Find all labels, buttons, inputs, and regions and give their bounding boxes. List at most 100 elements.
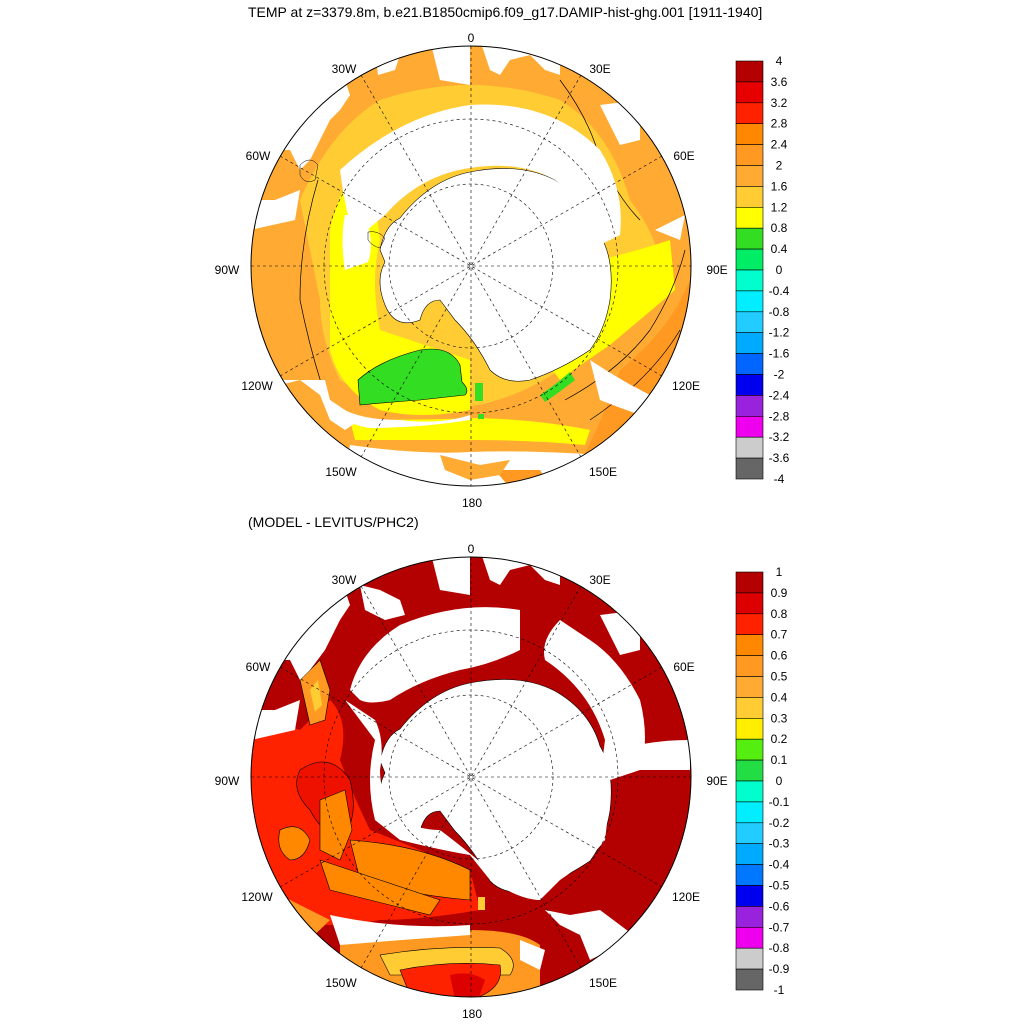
lon-label: 150E	[589, 465, 617, 479]
lon-label: 120E	[672, 890, 700, 904]
lon-label: 60E	[673, 149, 694, 163]
colorbar-label: 0.1	[771, 753, 788, 767]
colorbar-swatch	[735, 843, 764, 865]
colorbar-label: -1.2	[769, 326, 790, 340]
colorbar-label: 2.8	[771, 117, 788, 131]
colorbar-swatch	[735, 374, 764, 396]
lon-label: 120W	[241, 379, 273, 393]
colorbar-swatch	[735, 81, 764, 104]
colorbar-swatch	[735, 634, 764, 656]
colorbar-swatch	[735, 395, 764, 417]
colorbar-swatch	[735, 759, 764, 782]
colorbar-swatch	[735, 227, 764, 250]
colorbar-label: 0.9	[771, 586, 788, 600]
colorbar-swatch	[735, 801, 764, 824]
lon-label: 60W	[246, 660, 271, 674]
lon-label: 150W	[325, 465, 357, 479]
lon-label: 30W	[332, 573, 357, 587]
colorbar-label: -0.4	[769, 858, 790, 872]
colorbar-label: -0.6	[769, 899, 790, 913]
longitude-labels: 0 30E 60E 90E 120E 150E 180 150W 120W 90…	[215, 31, 728, 510]
colorbar-label: -0.8	[769, 305, 790, 319]
map-boundary	[250, 556, 692, 998]
colorbar-label: -1	[774, 983, 785, 997]
colorbar-label: 3.6	[771, 75, 788, 89]
colorbar-label: -3.6	[769, 451, 790, 465]
colorbar-label: 0	[776, 263, 783, 277]
colorbar-swatch	[735, 906, 764, 928]
colorbar-label: -0.8	[769, 941, 790, 955]
colorbar-label: 1.2	[771, 200, 788, 214]
colorbar-swatch	[735, 697, 764, 719]
colorbar-swatch	[735, 186, 764, 208]
colorbar-swatch	[735, 864, 764, 886]
colorbar-label: 0.4	[771, 690, 788, 704]
colorbar-swatch	[735, 123, 764, 145]
lon-label: 30E	[589, 573, 610, 587]
colorbar-swatch	[735, 144, 764, 166]
colorbar-label: 0.2	[771, 732, 788, 746]
difference-map: 0 30E 60E 90E 120E 150E 180 150W 120W 90…	[215, 542, 790, 1021]
colorbar-swatch	[735, 968, 764, 991]
colorbar-label: 0.8	[771, 221, 788, 235]
colorbar-label: -2.8	[769, 409, 790, 423]
figure-title: TEMP at z=3379.8m, b.e21.B1850cmip6.f09_…	[248, 4, 763, 20]
colorbar-swatch	[735, 676, 764, 698]
colorbar-difference: 1 0.9 0.8 0.7 0.6 0.5 0.4 0.3 0.2 0.1 0 -0.1 -0.2 -0.…	[735, 565, 790, 997]
lon-label: 180	[462, 1007, 482, 1021]
graticule-lines	[251, 557, 691, 997]
colorbar-label: -0.9	[769, 962, 790, 976]
colorbar-swatch	[735, 592, 764, 615]
lon-label: 120W	[241, 890, 273, 904]
difference-panel-title: (MODEL - LEVITUS/PHC2)	[248, 514, 419, 530]
colorbar-label: 0.8	[771, 607, 788, 621]
colorbar-swatch	[735, 926, 764, 949]
colorbar-label: 2	[776, 159, 783, 173]
colorbar-swatch	[735, 947, 764, 970]
colorbar-label: 0.4	[771, 242, 788, 256]
colorbar-swatch	[735, 457, 764, 480]
lon-label: 120E	[672, 379, 700, 393]
colorbar-swatch	[735, 415, 764, 438]
lon-label: 90E	[706, 263, 727, 277]
colorbar-label: -2	[774, 368, 785, 382]
colorbar-label: -1.6	[769, 347, 790, 361]
colorbar-label: 1.6	[771, 179, 788, 193]
lon-label: 30W	[332, 62, 357, 76]
colorbar-label: 0.5	[771, 670, 788, 684]
lon-label: 180	[462, 496, 482, 510]
colorbar-label: -2.4	[769, 388, 790, 402]
lon-label: 90E	[706, 774, 727, 788]
colorbar-swatch	[735, 165, 764, 187]
colorbar-swatch	[735, 717, 764, 740]
lon-label: 150W	[325, 976, 357, 990]
colorbar-label: 4	[776, 54, 783, 68]
colorbar-swatch	[735, 102, 764, 125]
lon-label: 0	[468, 542, 475, 556]
colorbar-swatch	[735, 613, 764, 635]
colorbar-swatch	[735, 269, 764, 292]
temperature-map: 0 30E 60E 90E 120E 150E 180 150W 120W 90…	[215, 31, 790, 510]
colorbar-label: -4	[774, 472, 785, 486]
colorbar-label: -0.3	[769, 837, 790, 851]
longitude-labels: 0 30E 60E 90E 120E 150E 180 150W 120W 90…	[215, 542, 728, 1021]
colorbar-label: 0.3	[771, 711, 788, 725]
colorbar-temperature: 4 3.6 3.2 2.8 2.4 2 1.6 1.2 0.8 0.4 0 -0.4 -0.8 -1.2 -…	[735, 54, 790, 486]
graticule-lines	[251, 46, 691, 486]
colorbar-swatch	[735, 332, 764, 354]
colorbar-label: 2.4	[771, 138, 788, 152]
colorbar-swatch	[735, 248, 764, 271]
lon-label: 0	[468, 31, 475, 45]
colorbar-label: -0.1	[769, 795, 790, 809]
colorbar-label: -0.7	[769, 920, 790, 934]
lon-label: 150E	[589, 976, 617, 990]
colorbar-label: -0.4	[769, 284, 790, 298]
colorbar-label: 1	[776, 565, 783, 579]
colorbar-swatch	[735, 738, 764, 761]
colorbar-swatch	[735, 290, 764, 313]
lon-label: 60W	[246, 149, 271, 163]
colorbar-label: 0.6	[771, 649, 788, 663]
colorbar-swatch	[735, 885, 764, 907]
colorbar-label: -0.2	[769, 816, 790, 830]
